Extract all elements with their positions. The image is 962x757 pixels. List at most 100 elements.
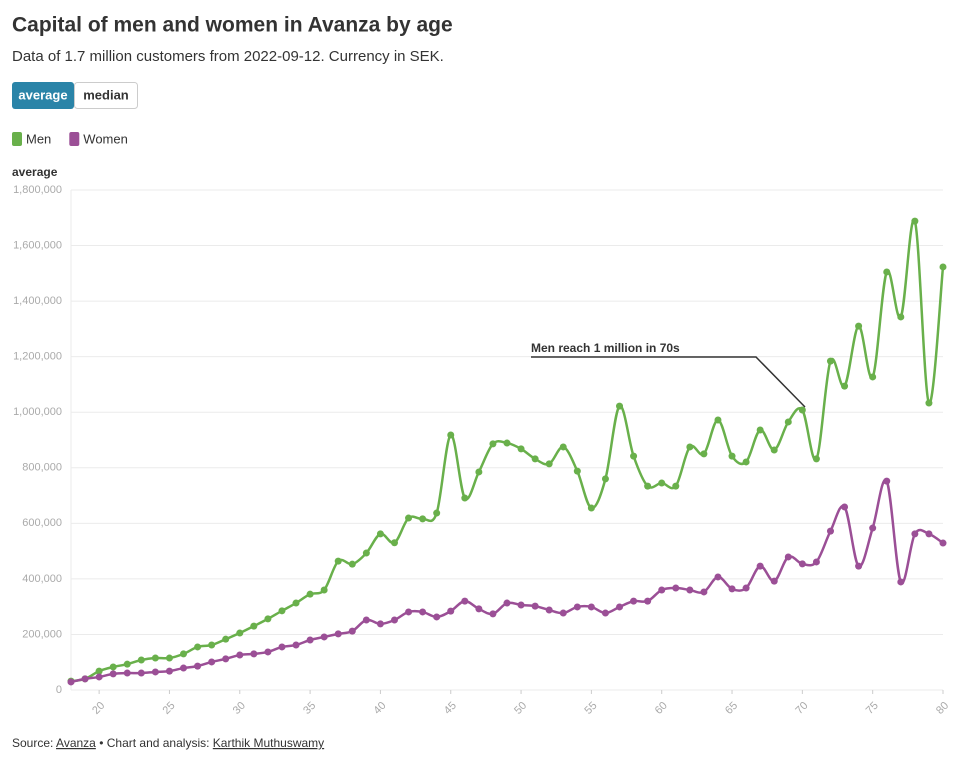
legend-label: Men — [26, 131, 51, 146]
annotation-line — [531, 356, 806, 408]
point — [784, 553, 792, 561]
author-link[interactable]: Karthik Muthuswamy — [213, 736, 324, 750]
point — [728, 585, 736, 593]
point — [180, 650, 188, 658]
point — [545, 460, 553, 468]
legend-swatch — [12, 132, 22, 146]
point — [320, 586, 328, 594]
x-tick-label: 65 — [723, 700, 740, 717]
point — [334, 557, 342, 565]
point — [334, 630, 342, 638]
chart-subtitle: Data of 1.7 million customers from 2022-… — [12, 48, 444, 65]
point — [573, 603, 581, 611]
point — [67, 678, 75, 686]
y-tick-label: 200,000 — [22, 628, 62, 640]
point — [812, 455, 820, 463]
point — [419, 608, 427, 616]
point — [461, 597, 469, 605]
point — [644, 597, 652, 605]
point — [559, 609, 567, 617]
point — [855, 322, 863, 330]
x-tick-label: 50 — [512, 700, 529, 717]
point — [390, 616, 398, 624]
point — [208, 658, 216, 666]
point — [616, 603, 624, 611]
point — [250, 622, 258, 630]
point — [475, 468, 483, 476]
point — [784, 418, 792, 426]
point — [306, 636, 314, 644]
toggle-median[interactable]: median — [74, 82, 138, 109]
point — [897, 578, 905, 586]
source-link[interactable]: Avanza — [56, 736, 96, 750]
point — [419, 515, 427, 523]
point — [939, 263, 947, 271]
point — [531, 602, 539, 610]
point — [348, 560, 356, 568]
point — [433, 509, 441, 517]
x-tick-label: 45 — [442, 700, 459, 717]
x-tick-label: 80 — [934, 700, 951, 717]
y-tick-label: 800,000 — [22, 462, 62, 474]
point — [503, 439, 511, 447]
y-tick-label: 1,600,000 — [13, 239, 62, 251]
point — [756, 562, 764, 570]
point — [362, 549, 370, 557]
point — [447, 607, 455, 615]
point — [601, 609, 609, 617]
series-line — [70, 478, 944, 684]
point — [601, 475, 609, 483]
legend: Men Women — [12, 131, 128, 146]
point — [151, 668, 159, 676]
point — [475, 605, 483, 613]
point — [180, 664, 188, 672]
y-tick-label: 1,800,000 — [13, 184, 62, 196]
point — [742, 584, 750, 592]
point — [95, 667, 103, 675]
point — [405, 608, 413, 616]
point — [756, 426, 764, 434]
button-label: median — [83, 87, 129, 102]
point — [700, 588, 708, 596]
point — [798, 560, 806, 568]
point — [109, 663, 117, 671]
toggle-average[interactable]: average — [12, 82, 74, 109]
point — [573, 467, 581, 475]
button-bg — [74, 82, 138, 109]
point — [770, 577, 778, 585]
footer: Source: Avanza • Chart and analysis: Kar… — [12, 736, 324, 750]
point — [841, 503, 849, 511]
point — [545, 606, 553, 614]
point — [151, 654, 159, 662]
point — [503, 599, 511, 607]
point — [461, 494, 469, 502]
point — [236, 651, 244, 659]
point — [376, 530, 384, 538]
point — [911, 217, 919, 225]
point — [208, 641, 216, 649]
point — [911, 530, 919, 538]
point — [770, 446, 778, 454]
point — [292, 641, 300, 649]
point — [292, 599, 300, 607]
point — [630, 452, 638, 460]
point — [826, 527, 834, 535]
point — [700, 450, 708, 458]
point — [897, 313, 905, 321]
point — [587, 504, 595, 512]
annotation: Men reach 1 million in 70s — [531, 341, 680, 355]
source-label: Source: — [12, 736, 53, 750]
point — [236, 629, 244, 637]
point — [95, 673, 103, 681]
point — [264, 648, 272, 656]
point — [925, 530, 933, 538]
plot: 0 200,000 400,000 600,000 800,000 1,000,000 1,… — [13, 184, 951, 717]
y-axis-title: average — [12, 165, 58, 179]
point — [883, 268, 891, 276]
x-tick-label: 20 — [90, 700, 107, 717]
y-tick-label: 400,000 — [22, 573, 62, 585]
point — [714, 416, 722, 424]
x-tick-label: 40 — [371, 700, 388, 717]
point — [123, 669, 131, 677]
point — [278, 607, 286, 615]
